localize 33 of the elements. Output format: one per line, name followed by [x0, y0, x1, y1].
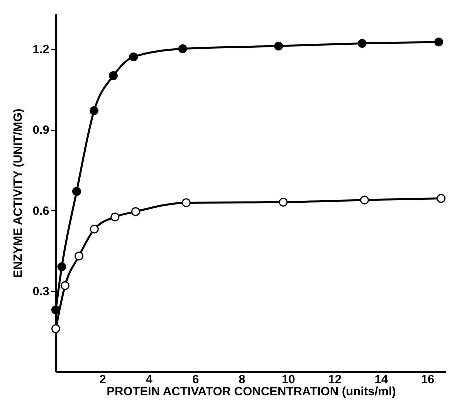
x-tick-label: 6	[192, 372, 200, 386]
x-tick-label: 14	[374, 372, 388, 386]
point	[90, 224, 100, 234]
point	[358, 39, 367, 48]
point	[279, 198, 288, 207]
y-tick-label: 0.3	[32, 284, 50, 299]
point	[90, 106, 99, 116]
point	[109, 71, 118, 80]
point	[178, 44, 188, 54]
x-tick-label: 8	[238, 372, 246, 386]
y-tick-label: 1.2	[32, 42, 50, 56]
point	[110, 212, 120, 222]
point	[74, 252, 84, 261]
x-tick-label: 12	[328, 372, 342, 386]
y-tick-label: 0.9	[32, 123, 50, 138]
point	[60, 281, 70, 290]
point	[436, 194, 446, 204]
point	[58, 262, 67, 272]
point	[129, 52, 138, 62]
point	[52, 324, 60, 334]
point	[434, 38, 444, 47]
y-axis-title: ENZYME ACTIVITY (UNIT/MG)	[10, 108, 25, 278]
x-tick-label: 16	[421, 372, 435, 386]
point	[182, 198, 191, 208]
x-tick-label: 10	[282, 372, 296, 386]
x-tick-label: 4	[146, 372, 154, 386]
point	[131, 207, 140, 216]
point	[72, 187, 82, 196]
point	[360, 196, 370, 205]
x-axis-title: PROTEIN ACTIVATOR CONCENTRATION (units/ml)	[106, 384, 396, 398]
y-tick-label: 0.6	[32, 204, 50, 218]
x-tick-label: 2	[100, 372, 107, 386]
point	[274, 42, 284, 51]
